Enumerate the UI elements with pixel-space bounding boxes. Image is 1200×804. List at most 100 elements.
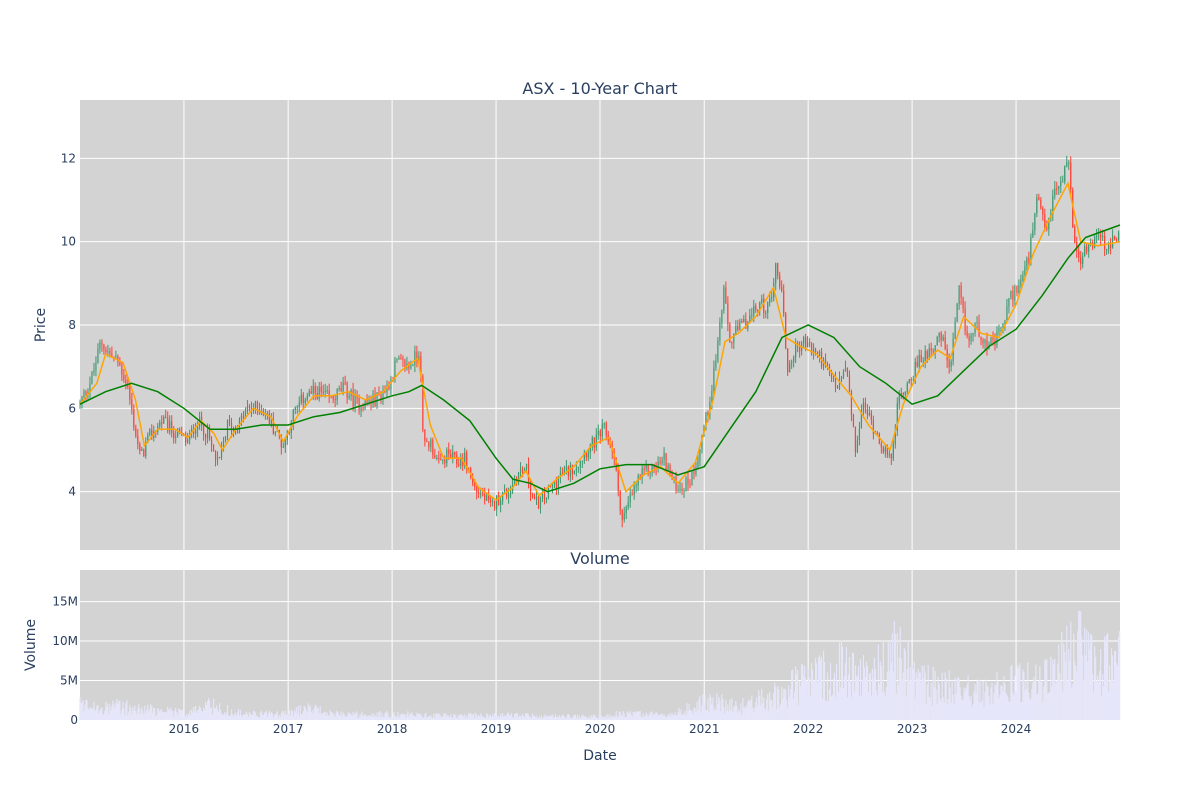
volume-bar	[926, 684, 928, 720]
volume-bar	[717, 704, 719, 720]
volume-bar	[432, 717, 434, 720]
candle-body	[561, 472, 564, 474]
volume-bar	[201, 711, 204, 720]
volume-bar	[706, 710, 708, 720]
volume-bar	[143, 714, 145, 720]
candle-body	[824, 359, 827, 364]
volume-bar	[967, 675, 969, 720]
volume-bar	[645, 712, 647, 720]
volume-bar	[1047, 693, 1049, 720]
candle-body	[187, 439, 189, 443]
candle-body	[428, 442, 430, 448]
candle-body	[372, 394, 374, 404]
volume-bar	[602, 716, 604, 720]
volume-bar	[286, 713, 288, 720]
candle-body	[858, 428, 861, 441]
volume-bar	[153, 707, 155, 720]
volume-bar	[166, 712, 168, 720]
candle-body	[1058, 186, 1060, 189]
volume-bar	[123, 708, 125, 720]
volume-bar	[210, 706, 213, 720]
candle-body	[204, 434, 207, 438]
candle-body	[834, 378, 837, 387]
volume-bar	[93, 701, 95, 720]
volume-bar	[823, 661, 826, 720]
volume-bar	[977, 679, 979, 720]
volume-bar	[103, 714, 105, 720]
volume-bar	[946, 704, 948, 720]
candle-body	[677, 490, 679, 492]
volume-bar	[1040, 682, 1042, 720]
candle-body	[533, 496, 536, 500]
x-tick-label: 2022	[793, 722, 824, 736]
volume-bar	[313, 708, 315, 720]
volume-bar	[207, 697, 210, 720]
volume-bar	[445, 713, 447, 720]
volume-bar	[739, 711, 741, 720]
volume-bar	[375, 717, 377, 720]
volume-bar	[933, 687, 935, 720]
volume-bar	[798, 705, 800, 720]
candle-body	[649, 472, 651, 474]
volume-bar	[466, 715, 468, 720]
volume-bar	[427, 717, 429, 720]
volume-bar	[737, 712, 739, 720]
volume-bar	[1053, 664, 1055, 720]
volume-bar	[844, 663, 847, 720]
volume-bar	[744, 708, 746, 720]
volume-bar	[583, 716, 585, 720]
volume-bar	[420, 714, 422, 720]
volume-bar	[345, 717, 347, 720]
volume-bar	[412, 714, 414, 720]
volume-bar	[440, 715, 442, 720]
candle-body	[679, 488, 681, 491]
candle-body	[910, 379, 912, 381]
candle-body	[244, 411, 247, 419]
volume-bar	[267, 713, 269, 720]
volume-bar	[251, 714, 254, 720]
volume-bar	[854, 665, 857, 720]
volume-bar	[808, 677, 811, 720]
volume-bar	[778, 689, 780, 720]
volume-bar	[767, 694, 769, 720]
volume-bar	[114, 708, 116, 720]
candle-body	[986, 339, 988, 349]
volume-bar	[506, 712, 509, 720]
volume-bar	[111, 706, 113, 720]
candle-body	[651, 464, 653, 473]
volume-bar	[1103, 686, 1105, 720]
candle-body	[93, 370, 95, 373]
volume-bar	[726, 710, 728, 720]
candle-body	[165, 417, 167, 419]
candle-body	[1098, 235, 1100, 237]
volume-bar	[488, 717, 490, 720]
volume-bar	[570, 718, 572, 720]
candle-body	[312, 385, 314, 394]
volume-bar	[254, 712, 257, 720]
volume-bar	[979, 679, 981, 720]
volume-bar	[598, 714, 600, 720]
volume-bar	[961, 700, 963, 720]
volume-bar	[487, 714, 489, 720]
candle-body	[115, 355, 117, 357]
candle-body	[1004, 320, 1006, 324]
volume-bar	[681, 715, 683, 720]
x-tick-label: 2017	[273, 722, 304, 736]
volume-bar	[608, 714, 610, 720]
candle-body	[386, 385, 388, 393]
volume-bar	[1061, 631, 1063, 720]
candle-body	[876, 432, 878, 434]
candle-body	[912, 379, 914, 381]
candle-body	[966, 331, 968, 337]
volume-bar	[1019, 663, 1021, 720]
volume-bar	[1025, 681, 1027, 720]
x-tick-label: 2021	[689, 722, 720, 736]
volume-bar	[763, 697, 765, 720]
volume-bar	[567, 714, 569, 720]
volume-bar	[760, 705, 762, 720]
volume-bar	[626, 711, 628, 720]
volume-bar	[403, 713, 405, 720]
candle-body	[623, 513, 625, 520]
volume-bar	[309, 705, 311, 720]
candle-body	[781, 287, 783, 291]
